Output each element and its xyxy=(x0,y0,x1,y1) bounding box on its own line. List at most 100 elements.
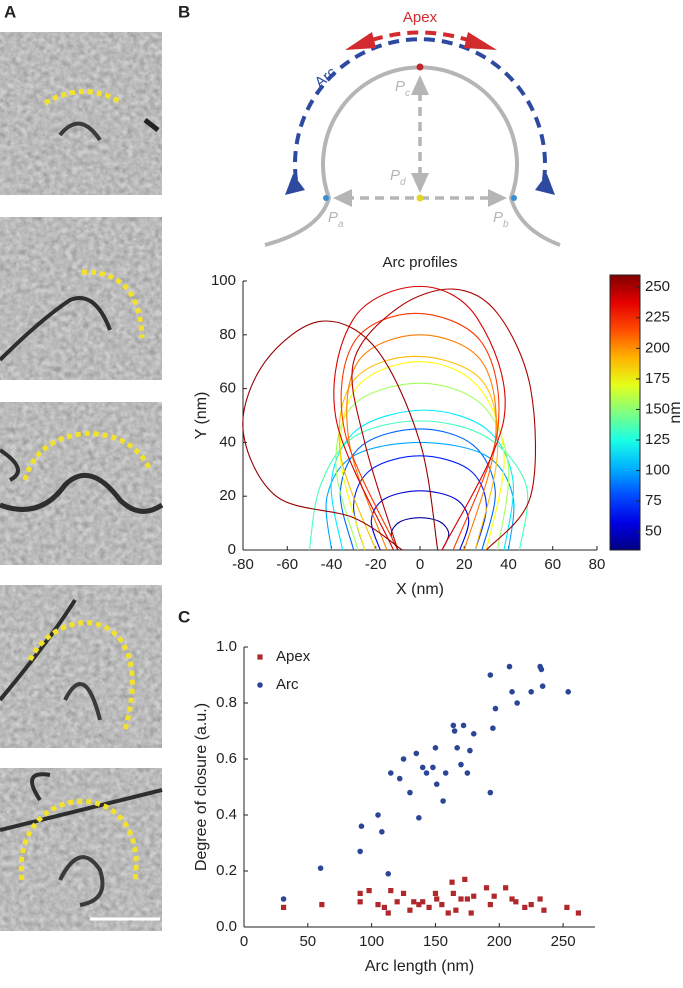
apex-point xyxy=(450,890,456,896)
apex-point xyxy=(420,899,426,905)
arc-point xyxy=(317,865,324,871)
x-tick-label: -60 xyxy=(276,556,298,573)
x-tick-label: -80 xyxy=(232,556,254,573)
apex-point xyxy=(439,902,445,908)
point-letter: P xyxy=(328,209,338,226)
colorbar-tick-label: 150 xyxy=(645,400,670,417)
colorbar xyxy=(609,274,641,551)
y-tick-label: 0.2 xyxy=(216,862,237,879)
apex-point xyxy=(385,910,391,916)
arc-profile xyxy=(340,312,500,551)
arc-point xyxy=(451,728,458,734)
arc-point xyxy=(467,747,473,754)
series-circle xyxy=(280,663,571,902)
arc-point xyxy=(280,896,287,902)
apex-point xyxy=(400,890,407,896)
apex-point xyxy=(426,904,432,910)
y-tick-label: 100 xyxy=(211,272,236,289)
arc-point xyxy=(460,722,467,729)
micrograph-stack xyxy=(0,32,164,931)
legend-label: Arc xyxy=(276,676,299,693)
x-tick-label: 0 xyxy=(240,933,248,950)
point-letter: P xyxy=(390,167,400,184)
y-tick-label: 1.0 xyxy=(216,638,237,655)
arc-point xyxy=(430,764,436,771)
y-axis-label: Y (nm) xyxy=(193,392,210,440)
x-tick-label: 250 xyxy=(551,933,576,950)
micrograph xyxy=(0,402,164,565)
apex-point xyxy=(462,876,468,882)
arc-point xyxy=(464,770,471,776)
colorbar-tick-label: 200 xyxy=(645,339,670,356)
arc-point xyxy=(423,770,430,776)
chart-title: Arc profiles xyxy=(382,254,457,271)
apex-point xyxy=(537,896,543,902)
y-tick-label: 20 xyxy=(219,487,236,504)
panel-label: B xyxy=(178,2,190,21)
point-label: Pd xyxy=(390,167,406,188)
apex-point xyxy=(541,907,547,913)
arc-point xyxy=(385,871,392,877)
apex-point xyxy=(280,904,287,910)
arc-point xyxy=(419,764,426,771)
point-label: Pc xyxy=(395,78,410,99)
arc-profile xyxy=(390,517,450,551)
apex-point xyxy=(357,899,363,905)
arc-point xyxy=(487,789,494,796)
arc-point xyxy=(440,798,446,804)
arc-point xyxy=(400,756,407,762)
legend-marker xyxy=(257,654,263,660)
apex-point xyxy=(513,899,519,905)
arc-point xyxy=(509,689,515,695)
arc-point xyxy=(442,770,449,776)
point-subscript: d xyxy=(400,177,406,188)
apex-point xyxy=(509,896,515,902)
arc-point xyxy=(506,663,513,670)
x-tick-label: 50 xyxy=(299,933,316,950)
micrograph xyxy=(0,585,162,748)
colorbar-tick-label: 225 xyxy=(645,309,670,326)
arc-point xyxy=(450,722,457,729)
arc-point xyxy=(375,812,381,818)
arc-point xyxy=(407,789,413,796)
apex-point xyxy=(394,899,400,905)
point-subscript: a xyxy=(338,219,344,230)
apex-point xyxy=(416,902,422,908)
arc-point xyxy=(387,770,394,776)
arc-point xyxy=(470,731,477,737)
arc-profile xyxy=(338,355,499,551)
arc-profile xyxy=(333,285,506,551)
apex-point xyxy=(458,896,464,902)
apex-point xyxy=(464,896,470,902)
arc-point xyxy=(538,666,545,673)
apex-point xyxy=(522,904,528,910)
series-square xyxy=(280,876,582,916)
y-tick-label: 40 xyxy=(219,433,236,450)
y-tick-label: 60 xyxy=(219,380,236,397)
arc-point xyxy=(432,745,439,751)
arc-profile xyxy=(351,288,537,551)
colorbar-tick-label: 50 xyxy=(645,523,662,540)
x-tick-label: 100 xyxy=(359,933,384,950)
y-tick-label: 0.0 xyxy=(216,918,237,935)
point-label: Pa xyxy=(328,209,344,230)
point-letter: P xyxy=(395,78,405,95)
micrograph xyxy=(0,217,162,380)
apex-point xyxy=(483,885,490,891)
legend-label: Apex xyxy=(276,648,311,665)
apex-point xyxy=(491,893,497,899)
arc-point xyxy=(514,700,520,706)
point-subscript: c xyxy=(405,88,410,99)
micrograph xyxy=(0,768,163,931)
y-axis-label: Degree of closure (a.u.) xyxy=(193,703,210,871)
arc-point xyxy=(379,829,385,835)
colorbar-tick-label: 100 xyxy=(645,462,670,479)
apex-point xyxy=(503,885,509,891)
legend-marker xyxy=(257,682,263,688)
apex-point xyxy=(407,907,413,913)
point-letter: P xyxy=(493,209,503,226)
point-label: Pb xyxy=(493,209,509,230)
plots: -80 -60 -40 -20 0 20 40 60 80 0 20 40 60 80 100 X (nm) Y… xyxy=(193,254,683,975)
panel-label: C xyxy=(178,607,190,626)
